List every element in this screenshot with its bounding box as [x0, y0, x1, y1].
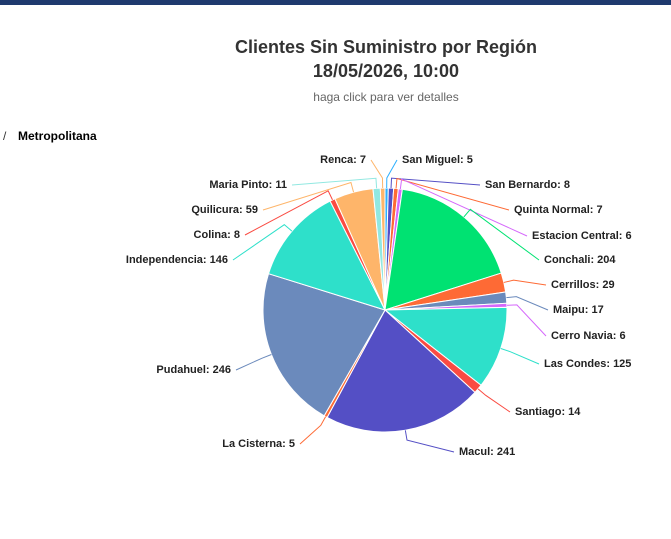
data-label: Pudahuel: 246: [156, 364, 231, 376]
data-label: Independencia: 146: [126, 254, 228, 266]
connector: [232, 224, 293, 261]
data-label: Quilicura: 59: [191, 204, 258, 216]
chart-title: 18/05/2026, 10:00: [313, 61, 459, 81]
data-label: Quinta Normal: 7: [514, 204, 603, 216]
connector: [503, 279, 547, 286]
data-label: Conchali: 204: [544, 254, 616, 266]
connector: [404, 430, 455, 453]
pie-slice[interactable]: [384, 188, 502, 311]
data-label: Colina: 8: [194, 229, 240, 241]
data-label: Cerro Navia: 6: [551, 330, 626, 342]
connector: [291, 177, 378, 189]
breadcrumb-item[interactable]: Metropolitana: [18, 129, 97, 143]
connector: [506, 296, 549, 311]
data-label: Cerrillos: 29: [551, 279, 615, 291]
connector: [390, 177, 481, 189]
data-label: Maria Pinto: 11: [209, 179, 287, 191]
chart-title: Clientes Sin Suministro por Región: [235, 37, 537, 57]
connector: [399, 178, 528, 237]
connector: [370, 159, 384, 189]
connector: [395, 177, 510, 211]
connector: [506, 304, 547, 337]
connector: [477, 388, 511, 413]
top-bar: [0, 0, 671, 5]
data-label: Santiago: 14: [515, 406, 581, 418]
data-label: Maipu: 17: [553, 304, 604, 316]
data-label: Renca: 7: [320, 154, 366, 166]
connector: [386, 159, 398, 189]
connector: [235, 354, 272, 371]
data-label: Estacion Central: 6: [532, 230, 632, 242]
data-label: San Miguel: 5: [402, 154, 473, 166]
data-label: San Bernardo: 8: [485, 179, 570, 191]
connector: [244, 190, 333, 236]
data-label: Las Condes: 125: [544, 358, 631, 370]
breadcrumb-separator: /: [3, 129, 7, 143]
data-label: La Cisterna: 5: [222, 438, 295, 450]
pie-slice[interactable]: [267, 200, 386, 311]
chart-subtitle: haga click para ver detalles: [313, 90, 458, 104]
pie-slice[interactable]: [326, 309, 476, 433]
connector: [262, 181, 355, 211]
connector: [463, 208, 540, 261]
data-label: Macul: 241: [459, 446, 515, 458]
connector: [299, 416, 327, 445]
connector: [500, 348, 540, 365]
